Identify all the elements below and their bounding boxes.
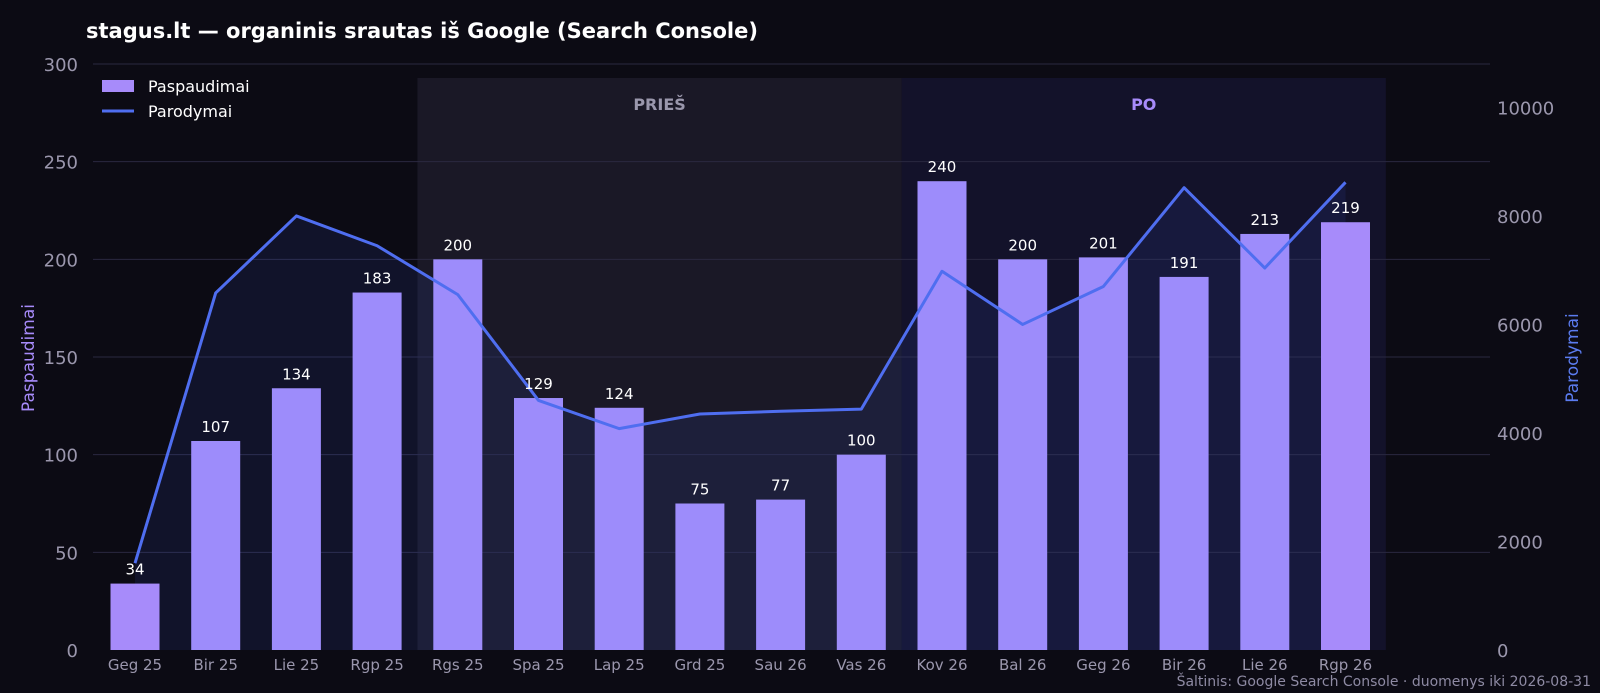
x-tick-label: Geg 25 — [108, 656, 162, 674]
y-axis-title-left: Paspaudimai — [19, 304, 39, 412]
bar-geg-25 — [110, 583, 160, 650]
bar-value-label: 240 — [928, 158, 957, 176]
x-tick-label: Geg 26 — [1076, 656, 1130, 674]
y-tick-left: 50 — [55, 543, 78, 564]
y-tick-left: 0 — [67, 641, 78, 662]
period-label-after: PO — [1131, 95, 1156, 114]
x-tick-label: Spa 25 — [512, 656, 564, 674]
x-tick-label: Bir 25 — [193, 656, 237, 674]
y-tick-left: 200 — [44, 250, 78, 271]
legend: Paspaudimai Parodymai — [102, 77, 250, 121]
impressions-line — [133, 181, 1347, 564]
y-tick-left: 150 — [44, 348, 78, 369]
x-tick-label: Rgp 25 — [350, 656, 403, 674]
bar-sau-26 — [756, 499, 806, 650]
bar-rgp-26 — [1321, 222, 1370, 650]
bar-bir-26 — [1159, 276, 1209, 650]
x-tick-label: Bal 26 — [999, 656, 1047, 674]
period-bands: PRIEŠ PO — [417, 78, 1386, 650]
bar-vas-26 — [836, 454, 886, 650]
y-tick-right: 8000 — [1497, 207, 1543, 228]
bar-value-label: 34 — [125, 561, 144, 579]
bar-grd-25 — [675, 503, 725, 650]
y-tick-right: 6000 — [1497, 315, 1543, 336]
y-tick-right: 2000 — [1497, 532, 1543, 553]
y-tick-left: 100 — [44, 446, 78, 467]
bar-value-label: 129 — [524, 375, 553, 393]
bar-value-label: 191 — [1170, 254, 1199, 272]
period-label-before: PRIEŠ — [633, 95, 685, 114]
chart-title: stagus.lt — organinis srautas iš Google … — [86, 19, 758, 43]
legend-label-clicks: Paspaudimai — [148, 77, 250, 96]
bar-labels: 34 107 134 183 200 129 124 75 77 100 240 200 201 191 2… — [125, 158, 1359, 578]
x-tick-label: Rgs 25 — [432, 656, 484, 674]
bar-value-label: 75 — [690, 481, 709, 499]
bar-value-label: 200 — [1008, 236, 1037, 254]
x-tick-label: Vas 26 — [836, 656, 886, 674]
axes: 0 50 100 150 200 250 300 0 2000 4000 6000 8000 10000… — [19, 55, 1583, 674]
bar-value-label: 124 — [605, 385, 634, 403]
bar-value-label: 201 — [1089, 234, 1118, 252]
y-tick-right: 4000 — [1497, 424, 1543, 445]
bar-kov-26 — [917, 181, 967, 650]
y-axis-title-right: Parodymai — [1563, 313, 1583, 402]
bar-spa-25 — [514, 398, 563, 650]
bar-rgp-25 — [352, 292, 402, 650]
clicks-bars — [110, 181, 1370, 650]
y-tick-left: 300 — [44, 55, 78, 76]
bar-rgs-25 — [433, 259, 483, 650]
bar-value-label: 100 — [847, 432, 876, 450]
bar-value-label: 107 — [201, 418, 230, 436]
x-tick-label: Lie 25 — [274, 656, 320, 674]
bar-value-label: 77 — [771, 477, 790, 495]
bar-value-label: 200 — [443, 236, 472, 254]
bar-value-label: 219 — [1331, 199, 1360, 217]
y-tick-right: 0 — [1497, 641, 1508, 662]
bar-geg-26 — [1078, 257, 1128, 650]
period-band-before — [417, 78, 902, 650]
bar-bir-25 — [191, 440, 241, 650]
bar-value-label: 134 — [282, 365, 311, 383]
x-tick-label: Rgp 26 — [1319, 656, 1372, 674]
x-tick-label: Kov 26 — [917, 656, 968, 674]
x-tick-label: Sau 26 — [755, 656, 807, 674]
impressions-line-path — [133, 181, 1347, 564]
x-tick-label: Lap 25 — [594, 656, 645, 674]
y-tick-right: 10000 — [1497, 98, 1554, 119]
x-tick-label: Grd 25 — [674, 656, 725, 674]
legend-label-impressions: Parodymai — [148, 102, 232, 121]
source-note: Šaltinis: Google Search Console · duomen… — [1177, 672, 1591, 690]
bar-lie-26 — [1240, 233, 1290, 650]
bar-lie-25 — [271, 388, 321, 650]
legend-swatch-clicks — [102, 80, 134, 92]
bar-value-label: 213 — [1250, 211, 1279, 229]
period-band-after — [901, 78, 1386, 650]
bar-value-label: 183 — [363, 270, 392, 288]
x-tick-label: Bir 26 — [1162, 656, 1206, 674]
bar-lap-25 — [594, 407, 644, 650]
x-tick-label: Lie 26 — [1242, 656, 1288, 674]
y-tick-left: 250 — [44, 153, 78, 174]
